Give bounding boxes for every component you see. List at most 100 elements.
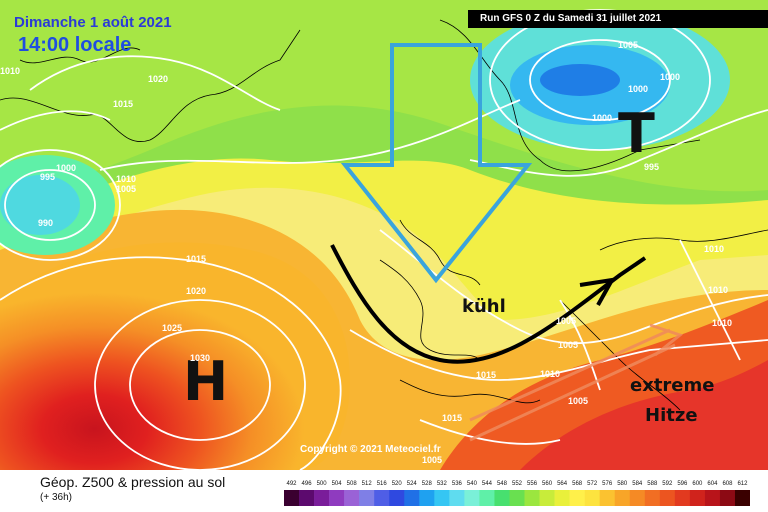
isobar-label: 990 <box>38 218 54 228</box>
scale-swatch <box>494 490 510 506</box>
annotation-hot-line2: Hitze <box>645 405 698 426</box>
scale-tick-label: 612 <box>737 481 748 487</box>
isobar-label: 1020 <box>186 286 207 296</box>
scale-swatch <box>344 490 360 506</box>
scale-swatch <box>389 490 405 506</box>
scale-tick-label: 528 <box>422 481 433 487</box>
scale-tick-label: 600 <box>692 481 703 487</box>
scale-swatch <box>689 490 706 506</box>
scale-swatch <box>674 490 691 506</box>
isobar-label: 1020 <box>148 74 169 84</box>
scale-swatch <box>434 490 450 506</box>
scale-tick-label: 500 <box>317 481 328 487</box>
scale-swatch <box>419 490 435 506</box>
scale-swatch <box>569 490 585 506</box>
legend-title: Géop. Z500 & pression au sol <box>40 474 226 490</box>
z500-band-red <box>0 242 350 470</box>
scale-tick-label: 608 <box>722 481 733 487</box>
scale-tick-label: 544 <box>482 481 493 487</box>
isobar-label: 1010 <box>0 66 21 76</box>
isobar-label: 1015 <box>476 370 497 380</box>
scale-swatch <box>539 490 555 506</box>
scale-swatch <box>299 490 315 506</box>
scale-swatch <box>614 490 631 506</box>
scale-tick-label: 524 <box>407 481 418 487</box>
isobar-label: 1000 <box>56 163 77 173</box>
scale-tick-label: 512 <box>362 481 373 487</box>
isobar-label: 1010 <box>704 244 725 254</box>
isobar-label: 995 <box>40 172 56 182</box>
forecast-date: Dimanche 1 août 2021 <box>14 14 172 31</box>
scale-swatch <box>374 490 390 506</box>
scale-swatch <box>314 490 330 506</box>
scale-swatch <box>629 490 646 506</box>
scale-swatch <box>329 490 345 506</box>
scale-swatch <box>599 490 616 506</box>
scale-tick-label: 532 <box>437 481 448 487</box>
scale-swatch <box>524 490 540 506</box>
color-scale: 492 496 500 504 508 512 516 520 524 528 532 536 540 5… <box>284 481 750 506</box>
scale-tick-label: 592 <box>662 481 673 487</box>
low-pressure-label: T <box>618 102 655 165</box>
scale-tick-label: 556 <box>527 481 538 487</box>
forecast-time: 14:00 locale <box>18 34 132 56</box>
legend-subtitle: (+ 36h) <box>40 492 72 503</box>
isobar-label: 1030 <box>190 353 211 363</box>
scale-tick-label: 568 <box>572 481 583 487</box>
isobar-label: 1010 <box>540 369 561 379</box>
scale-swatch <box>734 490 750 506</box>
scale-tick-label: 540 <box>467 481 478 487</box>
scale-swatch <box>644 490 661 506</box>
isobar-label: 1015 <box>113 99 134 109</box>
scale-swatch <box>659 490 676 506</box>
low-blue-core <box>540 64 620 96</box>
scale-tick-label: 516 <box>377 481 388 487</box>
annotation-cool: kühl <box>462 296 506 317</box>
isobar-label: 1005 <box>558 340 579 350</box>
cold-air-arrow <box>340 43 533 284</box>
scale-tick-label: 548 <box>497 481 508 487</box>
copyright-notice: Copyright © 2021 Meteociel.fr <box>300 444 441 455</box>
scale-tick-label: 508 <box>347 481 358 487</box>
scale-tick-label: 604 <box>707 481 718 487</box>
scale-tick-label: 552 <box>512 481 523 487</box>
scale-swatch <box>704 490 721 506</box>
scale-tick-label: 520 <box>392 481 403 487</box>
scale-tick-label: 584 <box>632 481 643 487</box>
model-run-label: Run GFS 0 Z du Samedi 31 juillet 2021 <box>468 10 768 28</box>
scale-tick-label: 564 <box>557 481 568 487</box>
pressure-map <box>0 0 768 470</box>
isobar-label: 1025 <box>162 323 183 333</box>
isobar-label: 1005 <box>618 40 639 50</box>
jet-stream-arrowhead <box>579 277 616 306</box>
scale-swatch <box>554 490 570 506</box>
scale-swatch <box>584 490 600 506</box>
scale-tick-label: 580 <box>617 481 628 487</box>
jet-stream-arrow <box>330 244 647 364</box>
isobars <box>0 9 768 470</box>
scale-swatch <box>449 490 465 506</box>
heat-arrow <box>469 323 684 442</box>
isobar-label: 995 <box>644 162 660 172</box>
scale-tick-label: 504 <box>332 481 343 487</box>
isobar-label: 1005 <box>556 316 577 326</box>
scale-tick-label: 576 <box>602 481 613 487</box>
low-west-core <box>0 175 80 235</box>
scale-tick-label: 492 <box>287 481 298 487</box>
scale-swatch <box>719 490 736 506</box>
scale-tick-label: 588 <box>647 481 658 487</box>
isobar-label: 1015 <box>442 413 463 423</box>
scale-swatch <box>479 490 495 506</box>
scale-swatch <box>509 490 525 506</box>
high-pressure-label: H <box>183 350 229 413</box>
scale-swatch <box>464 490 480 506</box>
isobar-label: 1010 <box>712 318 733 328</box>
scale-swatch <box>284 490 300 506</box>
isobar-label: 1005 <box>116 184 137 194</box>
isobar-label: 1005 <box>422 455 443 465</box>
scale-tick-label: 572 <box>587 481 598 487</box>
scale-tick-label: 560 <box>542 481 553 487</box>
scale-swatch <box>359 490 375 506</box>
scale-tick-label: 536 <box>452 481 463 487</box>
